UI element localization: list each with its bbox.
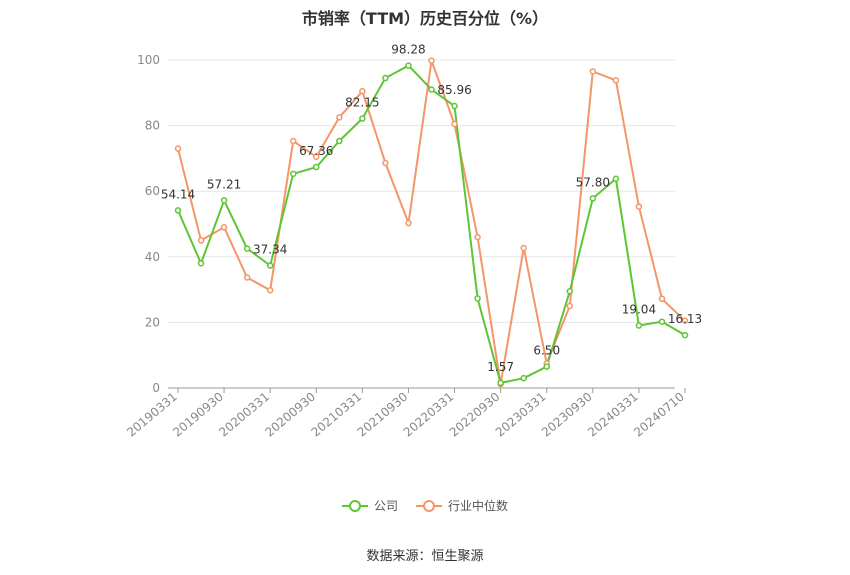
data-point-company	[428, 86, 435, 93]
data-point-company	[681, 331, 689, 339]
data-point-industry	[313, 153, 320, 161]
data-label: 67.36	[299, 144, 333, 158]
x-axis: 2019033120190930202003312020093020210331…	[124, 388, 687, 440]
data-point-company	[589, 195, 597, 202]
y-tick-label: 20	[145, 315, 160, 329]
data-label: 54.14	[161, 187, 195, 201]
x-tick-label: 20240710	[631, 390, 687, 440]
y-tick-label: 60	[145, 184, 160, 198]
y-tick-label: 0	[152, 381, 160, 395]
data-point-industry	[589, 68, 597, 75]
series-lines	[177, 60, 686, 385]
x-tick-label: 20240331	[585, 390, 641, 440]
data-point-industry	[197, 237, 205, 244]
data-point-company	[289, 170, 297, 178]
data-point-industry	[359, 87, 366, 95]
x-tick-label: 20220331	[401, 390, 457, 440]
x-tick-label: 20210930	[355, 390, 411, 440]
data-point-company	[566, 287, 574, 295]
legend-item-company[interactable]: 公司	[341, 497, 398, 514]
data-point-industry	[266, 287, 274, 294]
y-tick-label: 40	[145, 250, 160, 264]
data-point-industry	[474, 233, 481, 241]
data-point-industry	[405, 219, 412, 227]
data-label: 1.57	[487, 360, 514, 374]
data-point-industry	[336, 114, 343, 121]
data-point-company	[220, 197, 228, 204]
data-point-company	[382, 74, 389, 82]
data-point-company	[405, 62, 412, 69]
x-tick-label: 20190331	[124, 390, 180, 440]
legend-marker-company	[341, 499, 368, 512]
x-tick-label: 20200930	[262, 390, 318, 440]
chart-title: 市销率（TTM）历史百分位（%）	[301, 9, 549, 28]
data-label: 57.80	[576, 175, 610, 189]
data-label: 6.50	[533, 344, 560, 358]
data-point-industry	[681, 317, 689, 325]
series-line-industry	[177, 60, 686, 385]
legend-item-industry[interactable]: 行业中位数	[416, 497, 508, 514]
legend-label-company: 公司	[373, 499, 398, 513]
data-label: 19.04	[622, 303, 656, 317]
x-tick-label: 20230331	[493, 390, 549, 440]
data-point-industry	[174, 145, 182, 152]
data-point-company	[174, 207, 182, 214]
y-tick-label: 80	[145, 119, 160, 133]
data-point-industry	[451, 120, 458, 128]
x-tick-label: 20210331	[309, 390, 365, 440]
data-point-company	[359, 115, 366, 122]
legend-label-industry: 行业中位数	[448, 499, 509, 513]
series-line-company	[177, 64, 686, 385]
data-point-company	[543, 363, 550, 370]
data-point-company	[612, 175, 620, 182]
x-tick-label: 20220930	[447, 390, 503, 440]
data-point-company	[658, 318, 666, 325]
data-point-industry	[612, 77, 620, 84]
data-point-industry	[520, 244, 527, 252]
data-point-company	[451, 102, 458, 110]
data-point-company	[313, 163, 320, 171]
data-point-company	[197, 260, 205, 267]
data-label: 98.28	[391, 43, 425, 57]
y-tick-label: 100	[137, 53, 160, 67]
data-label: 16.13	[668, 312, 702, 326]
data-point-industry	[566, 302, 574, 310]
data-point-industry	[289, 137, 297, 145]
data-label: 57.21	[207, 177, 241, 191]
data-point-company	[520, 374, 527, 382]
x-tick-label: 20200331	[216, 390, 272, 440]
data-point-company	[336, 137, 343, 145]
data-point-company	[497, 379, 504, 387]
data-point-industry	[243, 274, 251, 281]
x-tick-label: 20190930	[170, 390, 226, 440]
x-tick-label: 20230930	[539, 390, 595, 440]
data-point-company	[266, 262, 274, 269]
data-point-company	[243, 245, 251, 252]
data-label: 82.15	[345, 96, 379, 110]
data-point-industry	[382, 159, 389, 167]
data-label: 37.34	[253, 243, 287, 257]
data-point-industry	[635, 203, 643, 210]
data-point-industry	[220, 224, 228, 231]
data-point-company	[474, 295, 481, 302]
grid-lines	[168, 59, 675, 389]
source-note: 数据来源：恒生聚源	[366, 549, 484, 564]
series-points	[174, 57, 689, 388]
data-point-company	[635, 322, 643, 329]
legend-marker-industry	[416, 499, 442, 512]
data-point-industry	[658, 295, 666, 303]
data-point-industry	[428, 57, 435, 64]
data-label: 85.96	[437, 83, 471, 97]
y-axis-ticks: 0 20 40 60 80 100	[137, 53, 160, 395]
data-labels: 54.14 57.21 37.34 67.36 82.15 98.28 85.96 1.57 6…	[161, 43, 702, 374]
legend: 公司 行业中位数	[0, 497, 850, 514]
